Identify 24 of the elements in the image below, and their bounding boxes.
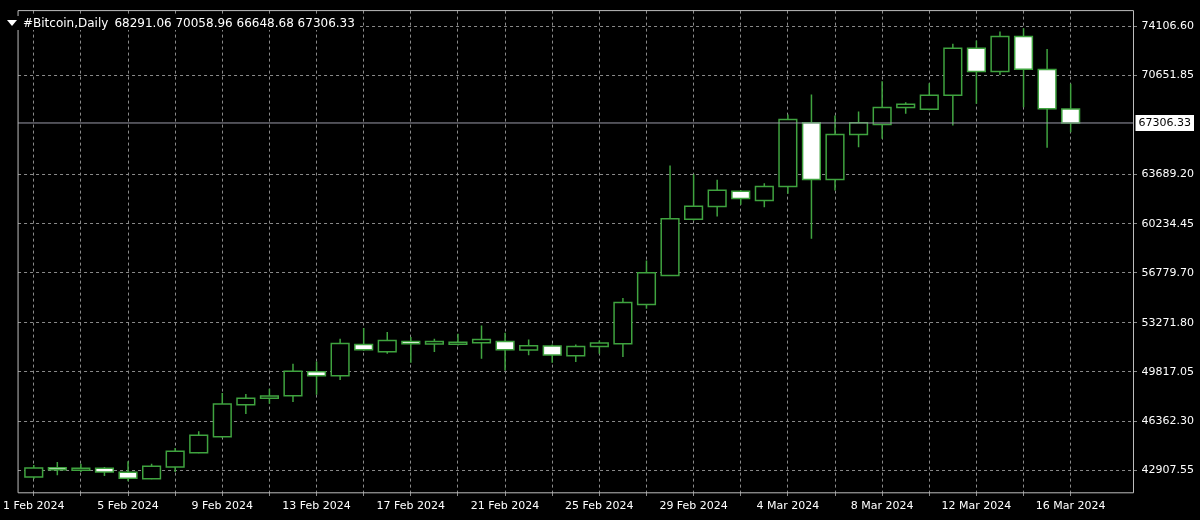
x-tick-label: 17 Feb 2024: [376, 499, 446, 513]
y-tick-label: 63689.20: [1141, 167, 1195, 181]
x-tick-label: 12 Mar 2024: [941, 499, 1012, 513]
x-tick-label: 25 Feb 2024: [565, 499, 634, 513]
x-tick-label: 29 Feb 2024: [659, 499, 728, 513]
y-tick-label: 42907.55: [1141, 463, 1195, 477]
x-tick-label: 9 Feb 2024: [191, 499, 254, 513]
y-tick-label: 46362.30: [1141, 414, 1195, 428]
x-tick-label: 21 Feb 2024: [470, 499, 540, 513]
y-tick-label: 56779.70: [1141, 265, 1195, 279]
y-tick-label: 49817.05: [1141, 364, 1195, 378]
x-tick-label: 5 Feb 2024: [97, 499, 159, 513]
annotation: 68291.06 70058.96 66648.68 67306.33: [114, 16, 355, 30]
y-tick-label: 60234.45: [1141, 216, 1195, 230]
text: #Bitcoin,Daily: [23, 16, 109, 30]
ref-line-label: 67306.33: [1138, 115, 1192, 129]
x-tick-label: 8 Mar 2024: [850, 499, 914, 513]
x-tick-label: 16 Mar 2024: [1035, 499, 1106, 513]
x-tick-label: 4 Mar 2024: [756, 499, 820, 513]
x-tick-label: 13 Feb 2024: [282, 499, 351, 513]
y-tick-label: 74106.60: [1141, 19, 1195, 33]
y-tick-label: 53271.80: [1141, 315, 1195, 329]
x-tick-label: 1 Feb 2024: [3, 499, 65, 513]
y-tick-label: 70651.85: [1141, 68, 1195, 82]
